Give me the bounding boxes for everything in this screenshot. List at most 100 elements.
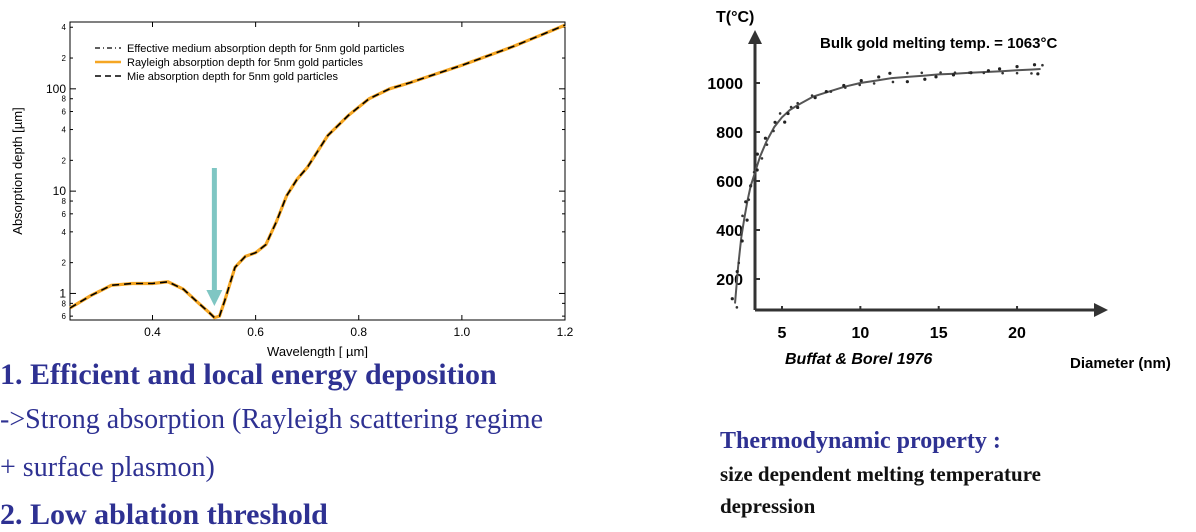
- bullet-item-1-detail-1: ->Strong absorption (Rayleigh scattering…: [0, 404, 543, 435]
- legend-label: Mie absorption depth for 5nm gold partic…: [127, 71, 338, 83]
- y-tick-label: 1: [59, 286, 66, 300]
- y-tick-label: 100: [46, 82, 66, 96]
- data-point: [813, 96, 817, 100]
- data-point: [778, 112, 782, 115]
- x-tick-label: 0.6: [247, 325, 264, 339]
- thermo-line-2: depression: [720, 494, 816, 518]
- data-point: [997, 67, 1002, 71]
- data-point: [951, 73, 956, 77]
- y-tick-label: 1000: [707, 76, 743, 93]
- data-point: [735, 306, 739, 309]
- data-point: [842, 83, 846, 88]
- chart-caption: Buffat & Borel 1976: [785, 351, 932, 368]
- x-tick-label: 1.0: [454, 325, 471, 339]
- data-point: [1041, 63, 1044, 67]
- y-axis-title: T(°C): [716, 9, 754, 26]
- y-minor-tick-label: 4: [62, 23, 67, 32]
- data-point: [905, 80, 909, 84]
- y-tick-label: 400: [716, 223, 743, 240]
- data-point: [730, 297, 734, 301]
- fit-curve: [734, 68, 1041, 304]
- data-point: [953, 71, 957, 75]
- data-point: [872, 82, 876, 85]
- data-point: [829, 90, 833, 93]
- y-minor-tick-label: 6: [62, 210, 67, 219]
- legend-label: Rayleigh absorption depth for 5nm gold p…: [127, 57, 364, 69]
- data-point: [745, 218, 749, 222]
- y-minor-tick-label: 6: [62, 108, 67, 117]
- y-minor-tick-label: 4: [62, 228, 67, 237]
- y-minor-tick-label: 8: [62, 299, 67, 308]
- data-point: [796, 101, 799, 105]
- data-point: [749, 184, 752, 188]
- data-point: [859, 79, 863, 83]
- data-point: [1001, 71, 1004, 75]
- bullet-item-2: 2. Low ablation threshold: [0, 498, 328, 531]
- data-point: [968, 71, 971, 75]
- data-point: [796, 105, 800, 110]
- y-minor-tick-label: 2: [62, 54, 67, 63]
- data-point: [747, 198, 751, 201]
- y-minor-tick-label: 6: [62, 312, 67, 321]
- data-point: [888, 71, 892, 75]
- absorption-depth-chart: 0.4 0.6 0.8 1.0 1.2 1 10 100 6 8 2 4 6 8 2 4 6 8 2 4 Wavelen…: [10, 21, 574, 358]
- thermo-line-1: size dependent melting temperature: [720, 462, 1041, 486]
- data-point: [789, 105, 793, 109]
- data-point: [765, 143, 769, 146]
- data-point: [824, 89, 828, 94]
- data-point: [752, 170, 756, 174]
- thermo-heading: Thermodynamic property :: [720, 428, 1001, 454]
- data-point: [735, 269, 739, 274]
- y-minor-tick-label: 2: [62, 259, 67, 268]
- y-tick-label: 600: [716, 174, 743, 191]
- bullet-item-1: 1. Efficient and local energy deposition: [0, 358, 497, 391]
- data-point: [760, 157, 764, 160]
- legend-label: Effective medium absorption depth for 5n…: [127, 43, 405, 55]
- data-point: [737, 261, 741, 265]
- data-point: [906, 71, 909, 75]
- x-tick-label: 0.8: [350, 325, 367, 339]
- bullet-item-1-detail-2: + surface plasmon): [0, 452, 215, 483]
- data-point: [741, 214, 744, 218]
- data-point: [740, 239, 744, 243]
- data-point: [1030, 72, 1033, 75]
- x-tick-label: 10: [851, 325, 869, 342]
- data-point: [877, 75, 881, 79]
- data-point: [772, 129, 775, 133]
- data-point: [1015, 71, 1019, 75]
- y-tick-label: 200: [716, 272, 743, 289]
- data-point: [744, 200, 748, 204]
- arrow-head: [206, 290, 223, 306]
- x-axis-title: Diameter (nm): [1070, 355, 1171, 372]
- y-tick-label: 800: [716, 125, 743, 142]
- x-tick-label: 5: [778, 325, 787, 342]
- data-point: [773, 120, 777, 124]
- y-minor-tick-label: 2: [62, 156, 67, 165]
- data-point: [1015, 65, 1019, 69]
- data-point: [755, 152, 759, 156]
- data-point: [739, 233, 742, 236]
- y-tick-label: 10: [53, 184, 67, 198]
- x-tick-label: 0.4: [144, 325, 161, 339]
- data-point: [934, 75, 938, 79]
- data-point: [755, 168, 759, 172]
- x-axis-label: Wavelength [ µm]: [267, 344, 368, 358]
- mie-curve: [69, 24, 566, 319]
- data-point: [858, 83, 862, 87]
- y-minor-tick-label: 8: [62, 95, 67, 104]
- x-tick-label: 15: [930, 325, 948, 342]
- plot-frame: [69, 21, 566, 321]
- data-point: [786, 111, 790, 116]
- data-point: [920, 71, 924, 75]
- data-point: [982, 71, 986, 75]
- x-tick-label: 20: [1008, 325, 1026, 342]
- data-point: [763, 136, 768, 140]
- data-point: [844, 86, 847, 89]
- y-minor-tick-label: 8: [62, 197, 67, 206]
- data-point: [783, 120, 787, 124]
- melting-temperature-chart: 5 10 15 20 200 400 600 800 1000 T(°C) Bulk gold me…: [707, 9, 1171, 372]
- data-point: [1036, 72, 1040, 76]
- chart-title: Bulk gold melting temp. = 1063°C: [820, 35, 1057, 52]
- data-point: [986, 69, 991, 73]
- y-axis-label: Absorption depth [µm]: [10, 107, 25, 234]
